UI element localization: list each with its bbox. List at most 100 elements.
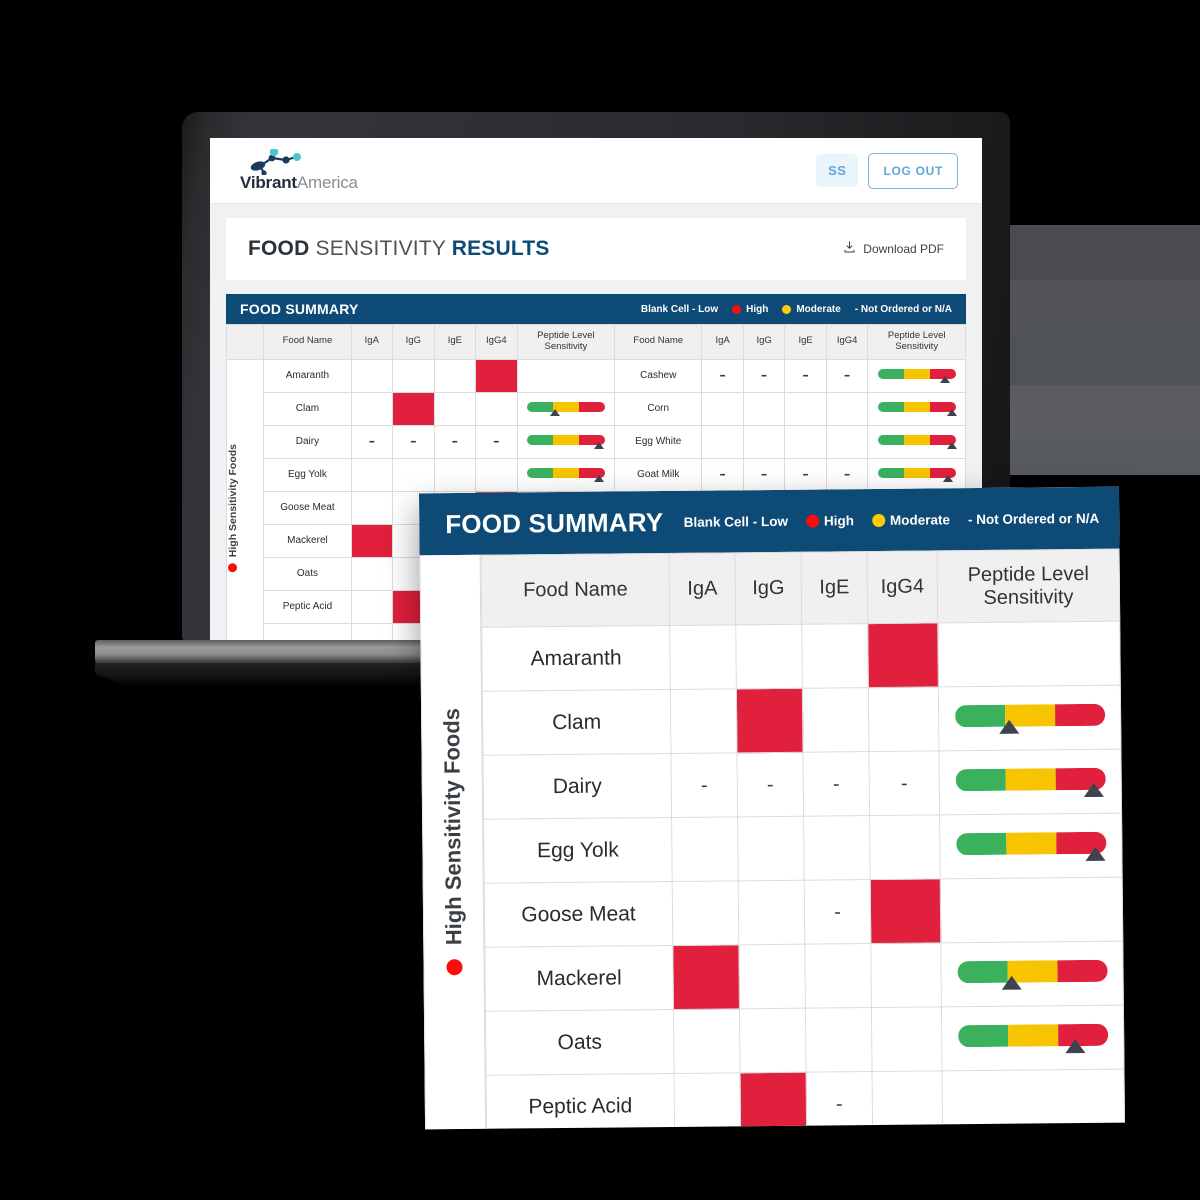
not-ordered-cell: - <box>868 750 940 816</box>
empty-cell <box>784 424 827 459</box>
table-row[interactable]: Mackerel <box>484 941 1124 1012</box>
food-name-cell: Mackerel <box>484 945 674 1012</box>
food-name-cell: Peptic Acid <box>486 1073 675 1130</box>
table-row[interactable]: Egg Yolk Goat Milk - - - - <box>227 457 966 492</box>
peptide-zone-moderate <box>552 468 579 479</box>
empty-cell <box>871 1006 943 1072</box>
dash-icon: - <box>843 463 851 486</box>
table-row[interactable]: Dairy - - - - <box>482 749 1122 820</box>
download-pdf-button[interactable]: Download PDF <box>843 241 944 257</box>
front-legend-high-label: High <box>823 512 855 528</box>
empty-cell <box>738 944 806 1009</box>
table-row[interactable]: High Sensitivity Foods Amaranth Cashew - - - - <box>225 358 966 642</box>
empty-cell <box>869 814 941 880</box>
logout-button[interactable]: LOG OUT <box>868 152 958 189</box>
table-row[interactable]: Peptic Acid - <box>486 1069 1125 1130</box>
peptide-zone-high <box>1056 959 1108 982</box>
empty-cell <box>803 815 871 881</box>
empty-cell <box>801 623 869 689</box>
peptide-zone-moderate <box>1007 1023 1058 1047</box>
legend-moderate-label: Moderate <box>796 303 841 315</box>
table-row[interactable]: Dairy - - - - Egg White <box>227 424 966 459</box>
peptide-cell <box>516 424 616 459</box>
peptide-level-bar <box>526 468 605 483</box>
empty-cell <box>739 1008 807 1073</box>
app-topbar: VibrantAmerica SS LOG OUT <box>210 138 982 204</box>
empty-cell <box>872 1070 943 1130</box>
food-name-cell: Clam <box>482 689 671 756</box>
table-row[interactable]: Clam <box>482 685 1121 756</box>
peptide-marker-icon <box>594 475 605 483</box>
back-col-foodname-1: Food Name <box>263 324 352 360</box>
back-col-igg-1: IgG <box>392 324 435 360</box>
legend-high: High <box>732 304 768 315</box>
empty-cell <box>825 391 869 426</box>
peptide-zone-high <box>578 435 605 446</box>
molecule-icon <box>250 147 308 176</box>
empty-cell <box>784 391 827 426</box>
page-title-part1: FOOD <box>248 237 310 260</box>
not-ordered-cell: - <box>825 457 869 492</box>
front-legend-na: - Not Ordered or N/A <box>968 510 1099 526</box>
dash-icon: - <box>802 463 809 486</box>
peptide-zone-high <box>1054 703 1105 726</box>
front-col-ige: IgE <box>801 551 868 625</box>
peptide-zone-moderate <box>552 402 579 413</box>
background-panel <box>1010 385 1200 440</box>
food-name-cell: Dairy <box>482 753 672 820</box>
peptide-zone-moderate <box>903 435 930 446</box>
legend-high-dot-icon <box>732 304 742 314</box>
not-ordered-cell: - <box>784 457 827 492</box>
high-marker-cell <box>736 688 803 753</box>
not-ordered-cell: - <box>742 358 786 393</box>
peptide-cell <box>941 1005 1125 1071</box>
table-row[interactable]: Clam Corn <box>227 391 966 426</box>
peptide-cell <box>938 749 1122 815</box>
peptide-cell-empty <box>516 358 616 393</box>
table-row[interactable]: Goose Meat - <box>484 877 1123 948</box>
back-header-row: Food Name IgA IgG IgE IgG4 Peptide Level… <box>225 324 966 360</box>
peptide-level-bar <box>954 703 1105 734</box>
brand-logo[interactable]: VibrantAmerica <box>240 147 358 193</box>
back-summary-header: FOOD SUMMARY Blank Cell - Low High Moder… <box>226 294 966 324</box>
brand-wordmark: VibrantAmerica <box>240 173 358 193</box>
front-col-igg: IgG <box>735 552 802 625</box>
peptide-cell <box>938 685 1121 751</box>
peptide-zone-moderate <box>903 468 930 479</box>
avatar[interactable]: SS <box>816 154 859 187</box>
background-panel <box>1010 225 1200 280</box>
empty-cell <box>475 391 518 426</box>
empty-cell <box>868 686 939 752</box>
front-summary-title: FOOD SUMMARY <box>445 506 664 539</box>
food-name-cell: Egg Yolk <box>483 817 673 884</box>
peptide-bar-track <box>957 1023 1108 1047</box>
food-name-cell: Egg Yolk <box>263 457 352 492</box>
back-col-iga-2: IgA <box>701 324 744 360</box>
empty-cell <box>433 457 477 492</box>
peptide-bar-track <box>526 468 605 479</box>
dash-icon: - <box>766 773 774 796</box>
peptide-zone-moderate <box>1005 831 1056 855</box>
peptide-level-bar <box>877 435 957 450</box>
table-row[interactable]: Egg Yolk <box>483 813 1123 884</box>
table-row[interactable]: Oats <box>485 1005 1125 1076</box>
not-ordered-cell: - <box>742 457 786 492</box>
food-name-cell: Dairy <box>263 424 352 459</box>
back-col-igg4-2: IgG4 <box>825 324 869 360</box>
peptide-level-bar <box>955 831 1106 861</box>
high-marker-cell <box>870 878 941 944</box>
front-col-iga: IgA <box>669 552 736 626</box>
not-ordered-cell: - <box>802 751 870 817</box>
peptide-cell-empty <box>937 621 1121 687</box>
peptide-zone-low <box>526 468 553 479</box>
peptide-level-bar <box>526 435 605 450</box>
peptide-zone-moderate <box>552 435 579 446</box>
food-name-cell: Oats <box>263 556 352 591</box>
empty-cell <box>392 358 435 393</box>
empty-cell <box>701 424 744 459</box>
back-col-igg-2: IgG <box>742 324 786 360</box>
peptide-level-bar <box>877 369 956 384</box>
table-row[interactable]: Amaranth <box>481 621 1121 692</box>
high-marker-cell <box>392 391 435 426</box>
peptide-zone-low <box>877 435 904 446</box>
